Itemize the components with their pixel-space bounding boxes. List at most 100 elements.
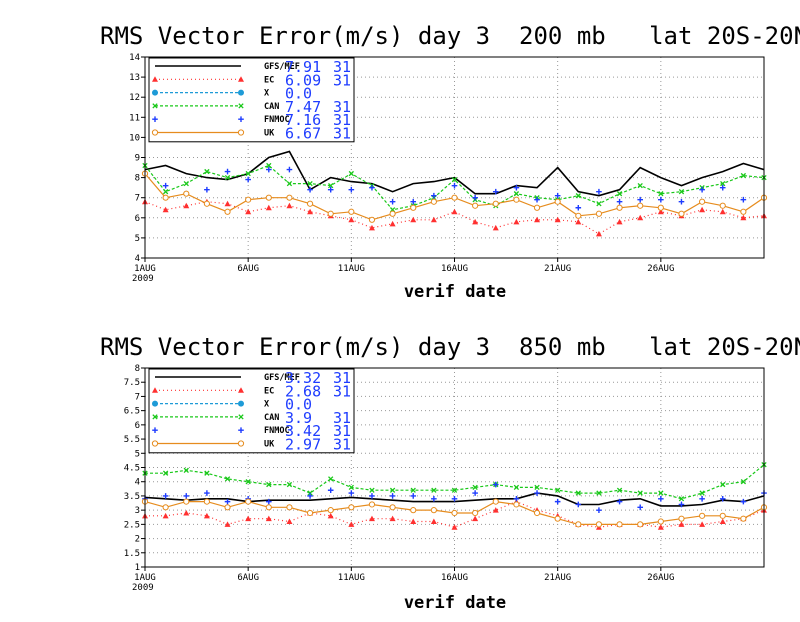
data-point-plus <box>152 427 158 433</box>
data-point-cross <box>720 180 726 187</box>
data-point-triangle <box>740 214 747 221</box>
data-point-plus <box>740 498 747 505</box>
legend-stat-count: 31 <box>333 58 351 76</box>
data-point-plus <box>554 192 561 199</box>
data-point-cross <box>348 170 354 177</box>
data-point-circle <box>533 204 541 211</box>
data-point-circle <box>183 498 190 505</box>
data-point-circle <box>306 509 314 517</box>
data-point-triangle <box>245 515 252 522</box>
x-tick-year-label: 2009 <box>132 274 154 284</box>
data-point-plus <box>575 501 582 508</box>
legend-stat-value: 6.67 <box>285 125 321 143</box>
data-point-circle <box>286 194 293 201</box>
data-point-circle <box>595 521 603 528</box>
legend-label: UK <box>264 440 275 450</box>
data-point-circle <box>162 194 169 201</box>
data-point-cross <box>183 180 189 187</box>
legend-stat-value: 3.9 <box>285 409 312 427</box>
y-tick-label: 4.5 <box>124 464 140 474</box>
data-point-plus <box>224 498 231 505</box>
data-point-plus <box>451 495 458 502</box>
data-point-triangle <box>224 521 231 527</box>
data-point-plus <box>719 184 726 191</box>
data-point-triangle <box>286 518 293 525</box>
data-point-cross <box>596 201 602 207</box>
data-point-triangle <box>348 521 355 527</box>
data-point-circle <box>389 504 396 511</box>
data-point-cross <box>431 487 437 493</box>
x-tick-label: 26AUG <box>647 264 674 274</box>
data-point-plus <box>637 504 643 511</box>
data-point-plus <box>513 495 520 502</box>
data-point-plus <box>204 186 210 193</box>
legend-label: EC <box>264 75 274 85</box>
legend-label: GFS/MEF <box>264 62 300 72</box>
data-point-plus <box>513 184 520 191</box>
data-point-circle <box>637 521 644 528</box>
x-tick-label: 6AUG <box>237 264 259 274</box>
data-point-triangle <box>286 202 293 209</box>
data-point-cross <box>637 182 643 189</box>
data-point-cross <box>152 414 158 420</box>
data-point-cross <box>534 484 540 491</box>
legend-stat-value: 2.68 <box>285 382 321 400</box>
data-point-circle <box>265 504 272 511</box>
data-point-plus <box>369 184 375 191</box>
data-point-plus <box>307 493 313 499</box>
data-point-circle <box>513 501 520 508</box>
data-point-circle <box>162 504 169 511</box>
data-point-plus <box>658 495 664 502</box>
data-point-plus <box>327 487 334 494</box>
data-point-circle <box>554 515 561 522</box>
data-point-triangle <box>238 387 244 393</box>
x-tick-label: 16AUG <box>441 264 468 274</box>
data-point-circle <box>348 208 355 215</box>
legend-item-ec: EC 2.68 31 <box>152 382 351 400</box>
data-point-triangle <box>265 515 272 522</box>
data-point-circle <box>740 515 747 522</box>
legend-item-x: X 0.0 <box>152 85 312 103</box>
data-point-circle <box>719 512 726 519</box>
data-point-triangle <box>472 515 479 522</box>
data-point-triangle <box>203 512 210 519</box>
data-point-cross <box>266 162 272 169</box>
data-point-circle <box>492 200 499 207</box>
legend-label: FNMOC <box>264 115 290 125</box>
data-point-triangle <box>430 216 437 223</box>
data-point-cross <box>637 490 643 496</box>
legend-stat-count: 31 <box>333 98 351 116</box>
y-tick-label: 8 <box>135 364 140 374</box>
data-point-triangle <box>616 218 623 225</box>
data-point-circle <box>151 129 159 136</box>
data-point-circle <box>410 204 417 211</box>
data-point-plus <box>596 507 602 513</box>
data-point-triangle <box>492 224 499 231</box>
data-point-circle <box>657 518 664 525</box>
data-point-plus <box>637 196 643 203</box>
data-point-circle <box>451 509 458 517</box>
data-point-plus <box>266 498 272 505</box>
legend-stat-count: 31 <box>333 422 351 440</box>
data-point-triangle <box>513 218 520 225</box>
data-point-cross <box>307 180 313 187</box>
y-tick-label: 5.5 <box>124 435 140 445</box>
legend-stat-value: 7.47 <box>285 98 321 116</box>
legend-stat-value: 6.09 <box>285 71 321 89</box>
legend-label: CAN <box>264 413 279 423</box>
data-point-cross <box>162 470 169 476</box>
y-tick-label: 6 <box>135 421 140 431</box>
data-point-triangle <box>389 220 396 227</box>
data-point-cross <box>472 484 478 491</box>
legend-label: X <box>264 400 269 410</box>
data-point-plus <box>183 493 190 499</box>
data-point-circle <box>389 210 396 217</box>
data-point-triangle <box>368 224 375 231</box>
data-point-circle <box>575 212 582 219</box>
data-point-circle <box>616 204 623 211</box>
data-point-triangle <box>224 200 231 207</box>
data-point-circle <box>348 504 355 511</box>
